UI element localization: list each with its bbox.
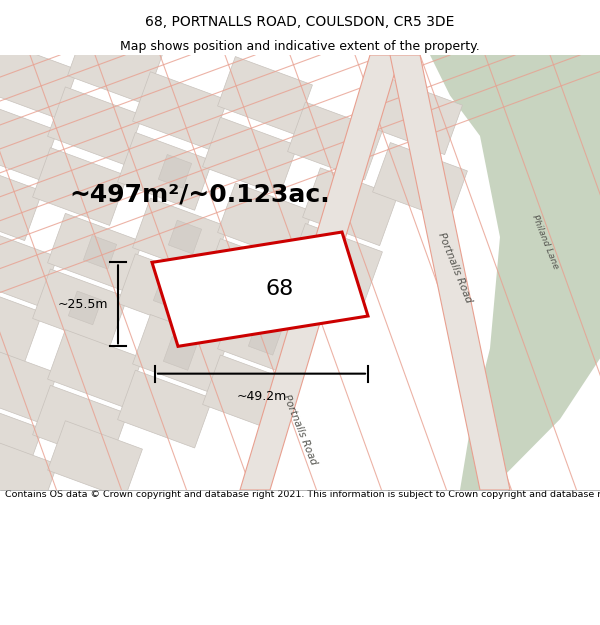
Polygon shape — [163, 337, 197, 370]
Polygon shape — [118, 132, 212, 210]
Polygon shape — [118, 254, 212, 332]
Polygon shape — [373, 142, 467, 221]
Polygon shape — [47, 213, 142, 291]
Polygon shape — [0, 345, 58, 423]
Text: ~25.5m: ~25.5m — [58, 298, 108, 311]
Polygon shape — [47, 87, 142, 165]
Text: 68, PORTNALLS ROAD, COULSDON, CR5 3DE: 68, PORTNALLS ROAD, COULSDON, CR5 3DE — [145, 16, 455, 29]
Polygon shape — [302, 168, 397, 246]
Polygon shape — [47, 421, 142, 499]
Polygon shape — [218, 299, 313, 377]
Polygon shape — [240, 55, 400, 490]
Polygon shape — [203, 239, 298, 316]
Polygon shape — [32, 148, 127, 226]
Polygon shape — [152, 232, 368, 346]
Polygon shape — [218, 183, 313, 261]
Polygon shape — [32, 386, 127, 463]
Polygon shape — [158, 154, 191, 188]
Polygon shape — [0, 401, 43, 478]
Polygon shape — [238, 261, 272, 294]
Polygon shape — [368, 77, 463, 154]
Polygon shape — [32, 269, 127, 347]
Polygon shape — [0, 229, 58, 306]
Polygon shape — [47, 330, 142, 408]
Text: Portnalls Road: Portnalls Road — [436, 231, 473, 304]
Polygon shape — [248, 321, 281, 355]
Polygon shape — [203, 355, 298, 432]
Polygon shape — [154, 276, 187, 309]
Polygon shape — [133, 314, 227, 392]
Polygon shape — [0, 284, 43, 362]
Text: 68: 68 — [266, 279, 294, 299]
Polygon shape — [68, 291, 101, 325]
Polygon shape — [287, 224, 382, 301]
Text: Philand Lane: Philand Lane — [530, 214, 560, 271]
Text: ~49.2m: ~49.2m — [236, 390, 287, 403]
Polygon shape — [133, 198, 227, 276]
Polygon shape — [133, 72, 227, 149]
Polygon shape — [430, 55, 600, 490]
Text: Portnalls Road: Portnalls Road — [281, 392, 319, 466]
Polygon shape — [0, 102, 58, 180]
Polygon shape — [203, 118, 298, 195]
Polygon shape — [118, 370, 212, 448]
Polygon shape — [218, 57, 313, 134]
Polygon shape — [0, 162, 43, 241]
Polygon shape — [545, 55, 600, 318]
Polygon shape — [68, 26, 163, 104]
Polygon shape — [0, 41, 77, 119]
Polygon shape — [390, 55, 510, 490]
Polygon shape — [0, 436, 58, 514]
Text: Contains OS data © Crown copyright and database right 2021. This information is : Contains OS data © Crown copyright and d… — [5, 490, 600, 499]
Text: ~497m²/~0.123ac.: ~497m²/~0.123ac. — [70, 182, 331, 207]
Polygon shape — [169, 220, 202, 254]
Polygon shape — [83, 236, 116, 269]
Text: Map shows position and indicative extent of the property.: Map shows position and indicative extent… — [120, 39, 480, 52]
Polygon shape — [287, 102, 382, 180]
